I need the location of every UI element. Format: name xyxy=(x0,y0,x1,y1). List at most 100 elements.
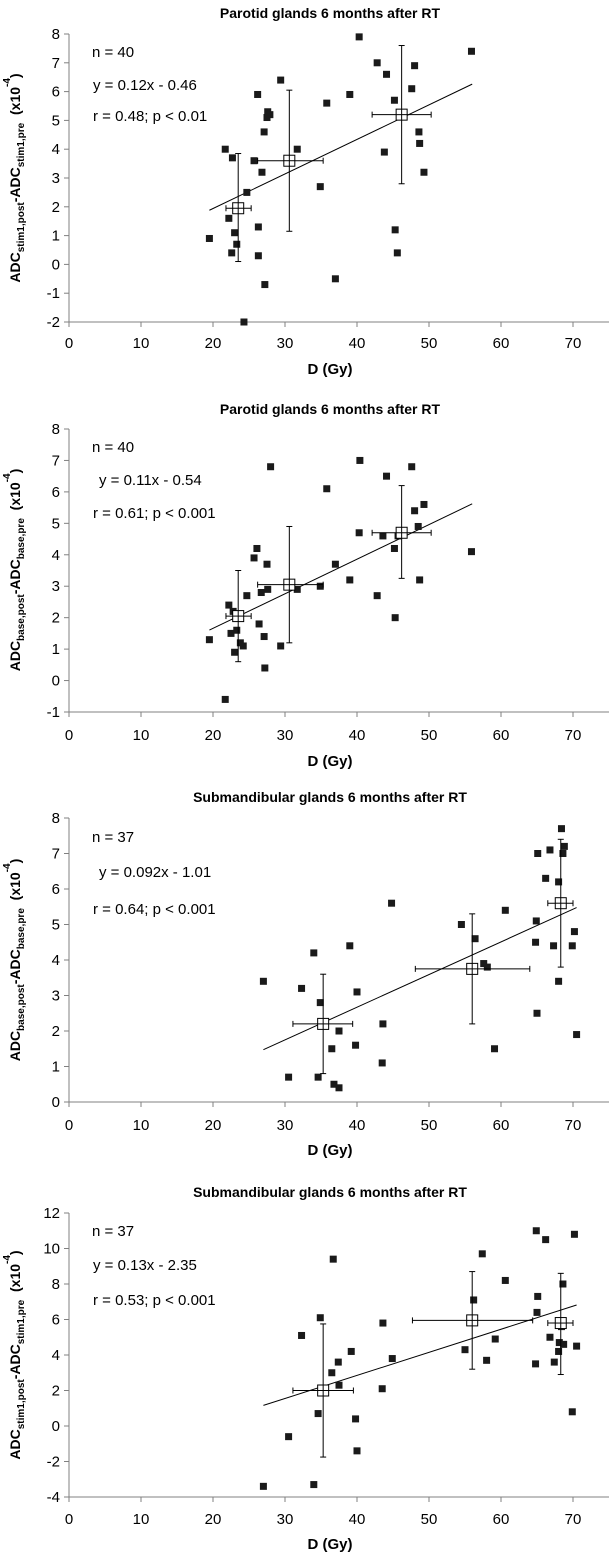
data-point xyxy=(491,1335,499,1343)
y-tick-label: 2 xyxy=(52,1023,60,1040)
data-point xyxy=(478,1250,486,1258)
data-point xyxy=(346,576,354,584)
trendline xyxy=(209,83,473,211)
data-point xyxy=(573,1031,581,1039)
data-point xyxy=(568,1408,576,1416)
y-label-unit-pre: (x10 xyxy=(7,872,23,908)
y-tick-label: -2 xyxy=(47,314,60,331)
x-axis-label: D (Gy) xyxy=(308,1536,353,1553)
data-point xyxy=(546,846,554,854)
mean-marker xyxy=(225,570,252,663)
data-point xyxy=(559,850,567,857)
data-point xyxy=(532,1227,540,1235)
x-tick-label: 50 xyxy=(421,1511,438,1528)
y-tick-label: 0 xyxy=(52,1094,60,1111)
y-label-mid: -ADC xyxy=(7,949,23,984)
data-point xyxy=(225,601,233,609)
data-point xyxy=(491,1045,499,1053)
data-point xyxy=(316,582,324,590)
mean-marker xyxy=(371,45,432,185)
x-tick-label: 70 xyxy=(565,1117,582,1134)
data-point xyxy=(316,999,324,1007)
annotation-text: n = 40 xyxy=(92,439,134,456)
chart-title: Submandibular glands 6 months after RT xyxy=(193,789,467,805)
y-tick-label: 6 xyxy=(52,484,60,501)
mean-marker xyxy=(371,485,432,579)
y-tick-label: 2 xyxy=(52,199,60,216)
y-label-sub1: base,post xyxy=(16,594,27,641)
data-point xyxy=(255,620,263,628)
data-point xyxy=(532,917,540,925)
y-tick-label: 5 xyxy=(52,917,60,934)
trendline xyxy=(263,1304,577,1406)
y-tick-label: 6 xyxy=(52,1312,60,1329)
mean-marker xyxy=(411,1271,534,1370)
y-label-unit-pre: (x10 xyxy=(7,482,23,518)
data-point xyxy=(260,128,268,136)
annotation-text: n = 40 xyxy=(92,44,134,61)
data-point xyxy=(560,842,568,850)
data-point xyxy=(546,1333,554,1341)
data-point xyxy=(501,906,509,914)
y-tick-label: 8 xyxy=(52,810,60,827)
data-point xyxy=(346,942,354,950)
x-tick-label: 60 xyxy=(493,1117,510,1134)
data-point xyxy=(416,576,424,584)
data-point xyxy=(205,636,213,644)
y-tick-label: 3 xyxy=(52,170,60,187)
y-label-unit-sup: -4 xyxy=(2,473,13,482)
data-point xyxy=(277,642,285,650)
y-label-prefix: ADC xyxy=(7,1031,23,1061)
y-tick-label: 8 xyxy=(52,26,60,43)
data-point xyxy=(501,1276,509,1284)
chart-title: Submandibular glands 6 months after RT xyxy=(193,1184,467,1200)
data-point xyxy=(310,949,318,957)
x-tick-label: 20 xyxy=(205,1511,222,1528)
data-point xyxy=(542,874,550,882)
y-tick-label: 0 xyxy=(52,673,60,690)
data-point xyxy=(250,157,258,165)
x-tick-label: 40 xyxy=(349,335,366,352)
trendline xyxy=(209,503,473,631)
data-point xyxy=(570,928,578,936)
data-point xyxy=(383,472,391,480)
data-point xyxy=(355,529,363,537)
y-label-unit-sup: -4 xyxy=(2,863,13,872)
data-point xyxy=(328,1369,336,1377)
x-tick-label: 60 xyxy=(493,727,510,744)
data-point xyxy=(285,1073,293,1081)
data-point xyxy=(243,188,251,196)
y-tick-label: 8 xyxy=(52,421,60,438)
x-axis-label: D (Gy) xyxy=(308,361,353,378)
y-tick-label: 4 xyxy=(52,1347,60,1364)
data-point xyxy=(391,226,399,234)
data-point xyxy=(467,47,475,55)
mean-marker xyxy=(414,913,531,1025)
data-point xyxy=(335,1084,343,1092)
data-point xyxy=(408,463,416,471)
data-point xyxy=(379,1020,387,1028)
x-tick-label: 30 xyxy=(277,727,294,744)
x-axis-label: D (Gy) xyxy=(308,753,353,770)
data-point xyxy=(550,942,558,950)
y-tick-label: 3 xyxy=(52,988,60,1005)
data-point xyxy=(293,145,301,153)
data-point xyxy=(335,1027,343,1035)
y-label-sub2: base,pre xyxy=(16,518,27,560)
data-point xyxy=(378,1385,386,1393)
data-point xyxy=(555,878,563,886)
data-point xyxy=(347,1347,355,1355)
data-point xyxy=(285,1433,293,1441)
x-tick-label: 20 xyxy=(205,335,222,352)
annotation-text: r = 0.53; p < 0.001 xyxy=(93,1292,216,1309)
x-tick-label: 70 xyxy=(565,1511,582,1528)
y-tick-label: -4 xyxy=(47,1489,60,1506)
data-point xyxy=(250,554,258,562)
annotation-text: n = 37 xyxy=(92,1223,134,1240)
data-point xyxy=(420,500,428,508)
y-tick-label: 1 xyxy=(52,1059,60,1076)
y-label-unit-post: ) xyxy=(7,73,23,78)
x-tick-label: 40 xyxy=(349,727,366,744)
y-label-mid: -ADC xyxy=(7,167,23,202)
data-point xyxy=(573,1342,581,1350)
